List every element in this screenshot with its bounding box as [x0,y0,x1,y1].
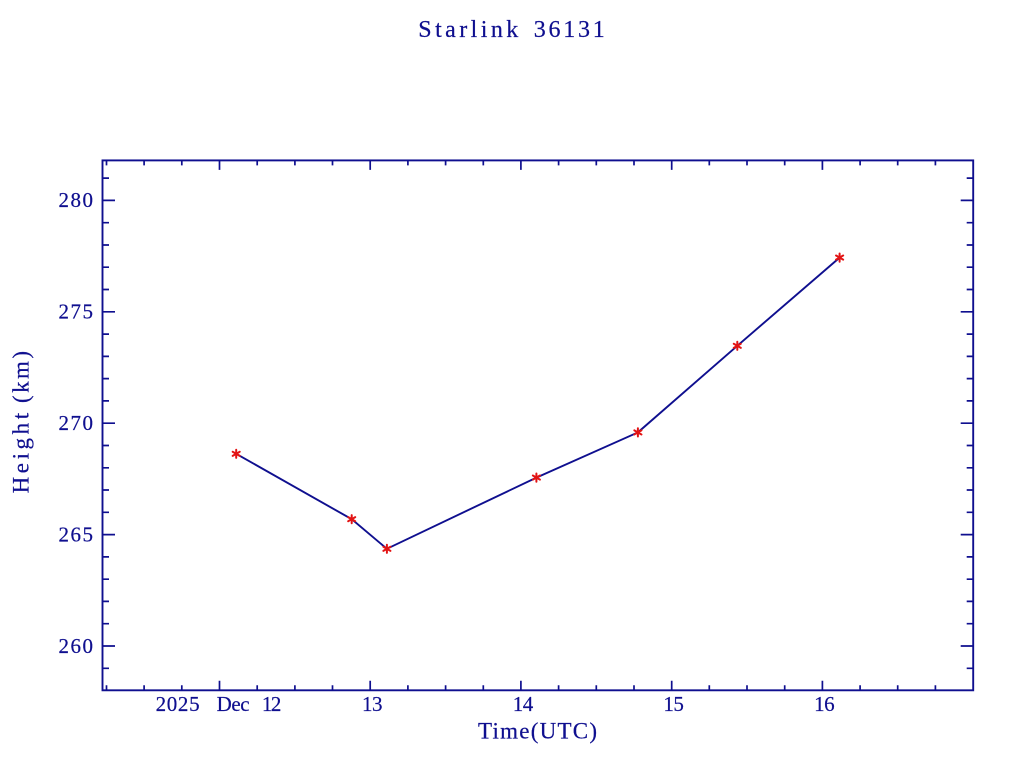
svg-text:15: 15 [663,692,684,716]
svg-text:260: 260 [59,634,94,658]
svg-text:265: 265 [59,522,94,546]
svg-text:16: 16 [814,692,835,716]
svg-text:14: 14 [513,692,534,716]
svg-text:Time(UTC): Time(UTC) [478,718,597,743]
svg-text:12: 12 [262,692,282,716]
svg-text:275: 275 [59,300,94,324]
svg-text:280: 280 [59,188,94,212]
svg-text:270: 270 [59,411,94,435]
svg-text:Dec: Dec [217,692,250,716]
svg-text:2025: 2025 [156,692,200,716]
svg-text:13: 13 [362,692,383,716]
svg-text:36131: 36131 [534,17,605,43]
